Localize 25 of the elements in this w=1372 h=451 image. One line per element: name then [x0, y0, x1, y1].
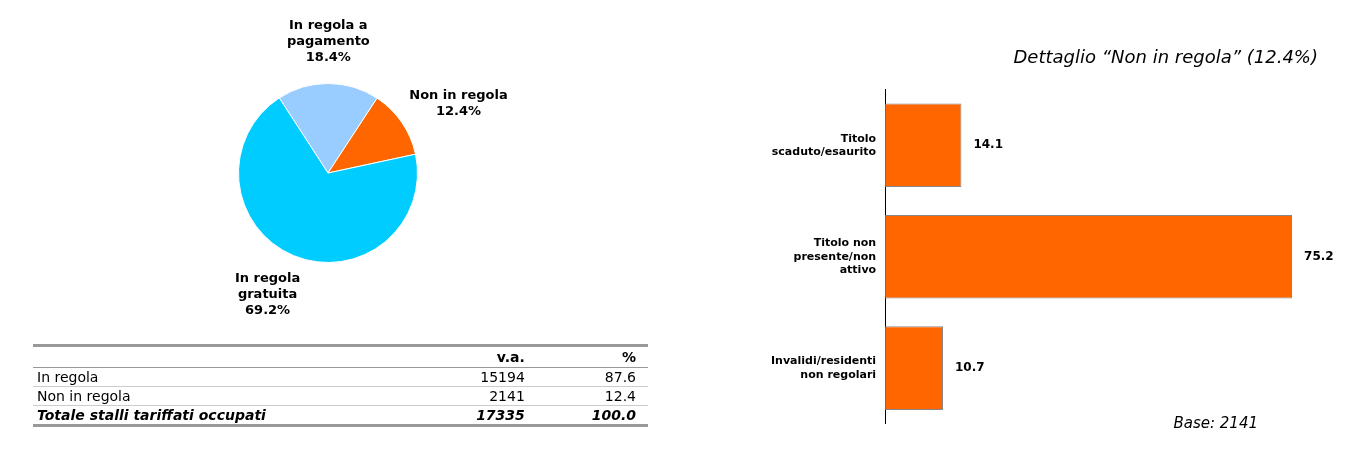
y-tick-label: Invalidi/residenti non regolari [770, 354, 877, 381]
data-label: 18.4% [305, 48, 351, 64]
slice-label: In regola a pagamento [286, 16, 370, 48]
data-label: 12.4% [435, 102, 482, 118]
data-label: 12.4 [603, 387, 637, 406]
data-label: 17335 [475, 406, 526, 425]
data-label: 75.2 [1304, 248, 1334, 263]
data-label: 87.6 [603, 368, 637, 387]
data-label: 2141 [488, 387, 526, 406]
data-label: 14.1 [973, 137, 1004, 152]
y-tick-label: Titolo non presente/non attivo [793, 236, 877, 276]
category-label: Totale stalli tariffati occupati [36, 406, 267, 425]
chart-title: Dettaglio “Non in regola” (12.4%) [1013, 46, 1318, 68]
data-label: 100.0 [590, 406, 637, 425]
data-label: 15194 [479, 368, 526, 387]
slice-label: Non in regola [409, 86, 508, 102]
text: % [620, 348, 637, 367]
category-label: In regola [36, 368, 100, 387]
annotation: Base: 2141 [1173, 414, 1258, 433]
data-label: 69.2% [245, 301, 291, 317]
data-label: 10.7 [955, 360, 985, 375]
y-tick-label: Titolo scaduto/esaurito [771, 131, 877, 158]
category-label: Non in regola [36, 387, 132, 406]
slice-label: In regola gratuita [234, 269, 301, 301]
text: v.a. [495, 348, 526, 367]
